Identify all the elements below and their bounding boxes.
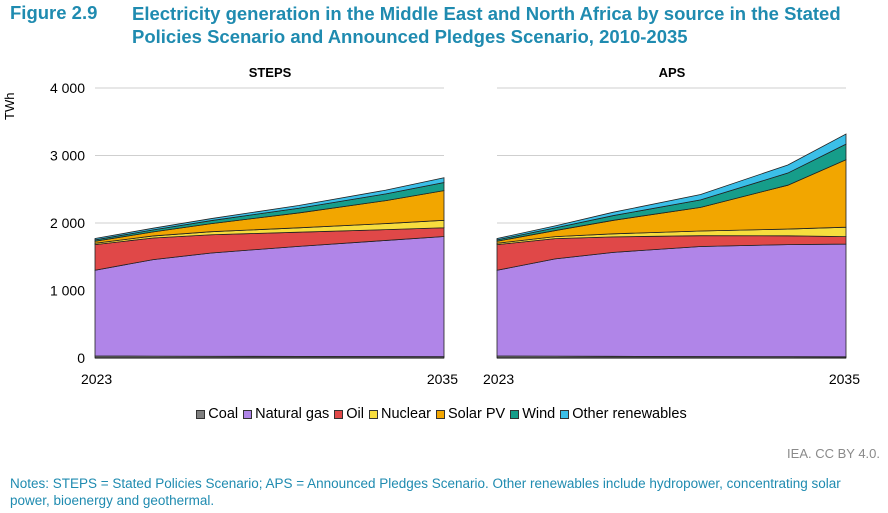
area-other-renewables-steps bbox=[94, 177, 445, 241]
figure-title: Electricity generation in the Middle Eas… bbox=[132, 3, 841, 47]
legend-swatch bbox=[334, 409, 344, 419]
legend-swatch bbox=[243, 409, 253, 419]
panel-title-steps: STEPS bbox=[248, 65, 292, 80]
legend-swatch bbox=[196, 409, 206, 419]
area-other-renewables-aps bbox=[496, 133, 847, 241]
legend: Coal Natural gas Oil Nuclear Solar PV Wind Oth… bbox=[0, 406, 888, 422]
x-tick-label-2023: 2023 bbox=[81, 371, 112, 387]
legend-swatch bbox=[435, 409, 445, 419]
legend-item-solar-pv: Solar PV bbox=[435, 406, 506, 422]
legend-label: Natural gas bbox=[255, 406, 330, 422]
legend-label: Other renewables bbox=[572, 406, 687, 422]
legend-label: Wind bbox=[522, 406, 556, 422]
legend-item-other-renewables: Other renewables bbox=[560, 406, 687, 422]
area-natural-gas-aps bbox=[496, 243, 847, 358]
chart-area: 2023 2035 2023 2035 0 1 000 2 000 3 000 4 000 bbox=[50, 80, 860, 387]
legend-label: Solar PV bbox=[447, 406, 506, 422]
figure-number: Figure 2.9 bbox=[10, 2, 98, 23]
legend-item-coal: Coal bbox=[196, 406, 238, 422]
legend-item-wind: Wind bbox=[510, 406, 555, 422]
y-tick-label-0: 0 bbox=[77, 350, 85, 366]
y-tick-label-3000: 3 000 bbox=[50, 148, 85, 164]
x-tick-label-2023: 2023 bbox=[483, 371, 514, 387]
panel-title-aps: APS bbox=[658, 65, 686, 80]
legend-item-natural-gas: Natural gas bbox=[243, 406, 329, 422]
y-tick-label-1000: 1 000 bbox=[50, 283, 85, 299]
y-tick-label-4000: 4 000 bbox=[50, 80, 85, 96]
legend-label: Nuclear bbox=[381, 406, 431, 422]
legend-swatch bbox=[560, 409, 570, 419]
y-tick-label-2000: 2 000 bbox=[50, 215, 85, 231]
credit: IEA. CC BY 4.0. bbox=[787, 446, 880, 461]
x-tick-label-2035: 2035 bbox=[829, 371, 860, 387]
legend-item-nuclear: Nuclear bbox=[369, 406, 431, 422]
legend-swatch bbox=[510, 409, 520, 419]
x-tick-label-2035: 2035 bbox=[427, 371, 458, 387]
legend-swatch bbox=[369, 409, 378, 419]
legend-label: Coal bbox=[208, 406, 239, 422]
notes: Notes: STEPS = Stated Policies Scenario;… bbox=[10, 476, 841, 508]
legend-item-oil: Oil bbox=[334, 406, 364, 422]
legend-label: Oil bbox=[346, 406, 364, 422]
